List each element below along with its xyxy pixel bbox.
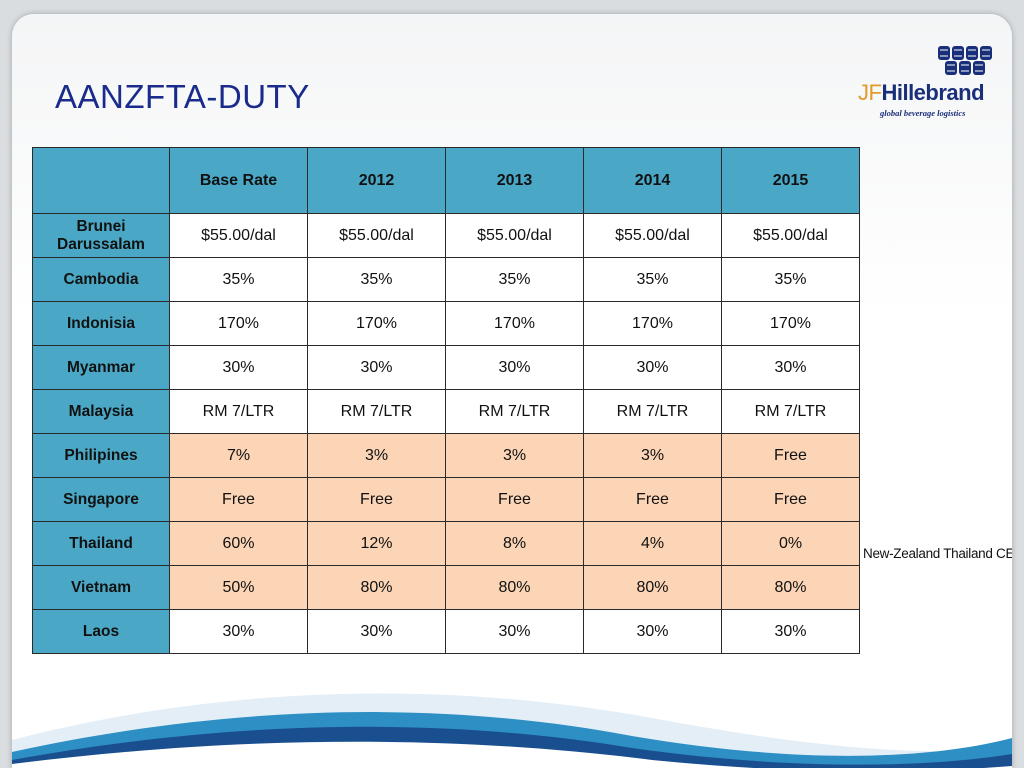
rate-cell: Free: [583, 477, 722, 522]
rate-cell: 35%: [169, 257, 308, 302]
table-row: Cambodia 35% 35% 35% 35% 35%: [32, 257, 860, 302]
rate-cell: 170%: [583, 301, 722, 346]
logo-prefix: JF: [858, 80, 882, 105]
rate-cell: 30%: [307, 345, 446, 390]
rate-cell: 30%: [583, 345, 722, 390]
rate-cell: 170%: [169, 301, 308, 346]
duty-table: Base Rate 2012 2013 2014 2015 Brunei Darussa…: [32, 147, 860, 654]
column-header: 2014: [583, 147, 722, 214]
rate-cell: 80%: [307, 565, 446, 610]
header-corner-cell: [32, 147, 170, 214]
country-cell: Thailand: [32, 521, 170, 566]
rate-cell: 80%: [445, 565, 584, 610]
rate-cell: 170%: [445, 301, 584, 346]
table-row: Philipines 7% 3% 3% 3% Free: [32, 433, 860, 478]
country-cell: Brunei Darussalam: [32, 213, 170, 258]
rate-cell: Free: [307, 477, 446, 522]
rate-cell: $55.00/dal: [169, 213, 308, 258]
rate-cell: RM 7/LTR: [445, 389, 584, 434]
barrels-icon: [938, 46, 992, 75]
rate-cell: 50%: [169, 565, 308, 610]
country-cell: Indonisia: [32, 301, 170, 346]
rate-cell: RM 7/LTR: [169, 389, 308, 434]
rate-cell: 30%: [721, 609, 860, 654]
rate-cell: RM 7/LTR: [721, 389, 860, 434]
rate-cell: 170%: [307, 301, 446, 346]
country-cell: Laos: [32, 609, 170, 654]
country-cell: Philipines: [32, 433, 170, 478]
rate-cell: 3%: [307, 433, 446, 478]
rate-cell: 35%: [445, 257, 584, 302]
rate-cell: $55.00/dal: [583, 213, 722, 258]
rate-cell: Free: [721, 477, 860, 522]
rate-cell: 35%: [307, 257, 446, 302]
rate-cell: $55.00/dal: [445, 213, 584, 258]
logo-wordmark: JFHillebrand: [858, 80, 985, 106]
column-header: 2012: [307, 147, 446, 214]
column-header: 2015: [721, 147, 860, 214]
country-cell: Myanmar: [32, 345, 170, 390]
country-cell: Malaysia: [32, 389, 170, 434]
table-row: Singapore Free Free Free Free Free: [32, 477, 860, 522]
table-body: Brunei Darussalam $55.00/dal $55.00/dal $55…: [32, 213, 860, 654]
rate-cell: Free: [169, 477, 308, 522]
rate-cell: 3%: [445, 433, 584, 478]
country-cell: Cambodia: [32, 257, 170, 302]
rate-cell: 30%: [445, 345, 584, 390]
rate-cell: 30%: [583, 609, 722, 654]
rate-cell: Free: [445, 477, 584, 522]
rate-cell: 80%: [583, 565, 722, 610]
rate-cell: 8%: [445, 521, 584, 566]
rate-cell: $55.00/dal: [307, 213, 446, 258]
slide: AANZFTA-DUTY JFHillebrand: [12, 14, 1012, 768]
rate-cell: 7%: [169, 433, 308, 478]
rate-cell: 4%: [583, 521, 722, 566]
rate-cell: 170%: [721, 301, 860, 346]
table-row: Vietnam 50% 80% 80% 80% 80%: [32, 565, 860, 610]
country-cell: Vietnam: [32, 565, 170, 610]
rate-cell: 35%: [721, 257, 860, 302]
rate-cell: 30%: [169, 609, 308, 654]
country-cell: Singapore: [32, 477, 170, 522]
rate-cell: 35%: [583, 257, 722, 302]
logo-tagline: global beverage logistics: [880, 108, 966, 118]
table-row: Indonisia 170% 170% 170% 170% 170%: [32, 301, 860, 346]
table-row: Thailand 60% 12% 8% 4% 0%: [32, 521, 860, 566]
rate-cell: 0%: [721, 521, 860, 566]
table-row: Myanmar 30% 30% 30% 30% 30%: [32, 345, 860, 390]
rate-cell: 80%: [721, 565, 860, 610]
column-header: 2013: [445, 147, 584, 214]
rate-cell: $55.00/dal: [721, 213, 860, 258]
slide-title: AANZFTA-DUTY: [55, 78, 310, 115]
footer-swoosh: [12, 693, 1012, 768]
jfhillebrand-logo: JFHillebrand global beverage logistics: [858, 42, 998, 122]
logo-name: Hillebrand: [881, 80, 985, 105]
rate-cell: RM 7/LTR: [583, 389, 722, 434]
column-header: Base Rate: [169, 147, 308, 214]
rate-cell: 3%: [583, 433, 722, 478]
rate-cell: 60%: [169, 521, 308, 566]
rate-cell: RM 7/LTR: [307, 389, 446, 434]
table-row: Malaysia RM 7/LTR RM 7/LTR RM 7/LTR RM 7/LTR…: [32, 389, 860, 434]
rate-cell: 30%: [445, 609, 584, 654]
rate-cell: 30%: [721, 345, 860, 390]
table-header-row: Base Rate 2012 2013 2014 2015: [32, 147, 860, 214]
rate-cell: Free: [721, 433, 860, 478]
table-row: Laos 30% 30% 30% 30% 30%: [32, 609, 860, 654]
table-row: Brunei Darussalam $55.00/dal $55.00/dal $55…: [32, 213, 860, 258]
rate-cell: 30%: [169, 345, 308, 390]
rate-cell: 30%: [307, 609, 446, 654]
side-note: New-Zealand Thailand CEP: [863, 546, 1012, 561]
rate-cell: 12%: [307, 521, 446, 566]
